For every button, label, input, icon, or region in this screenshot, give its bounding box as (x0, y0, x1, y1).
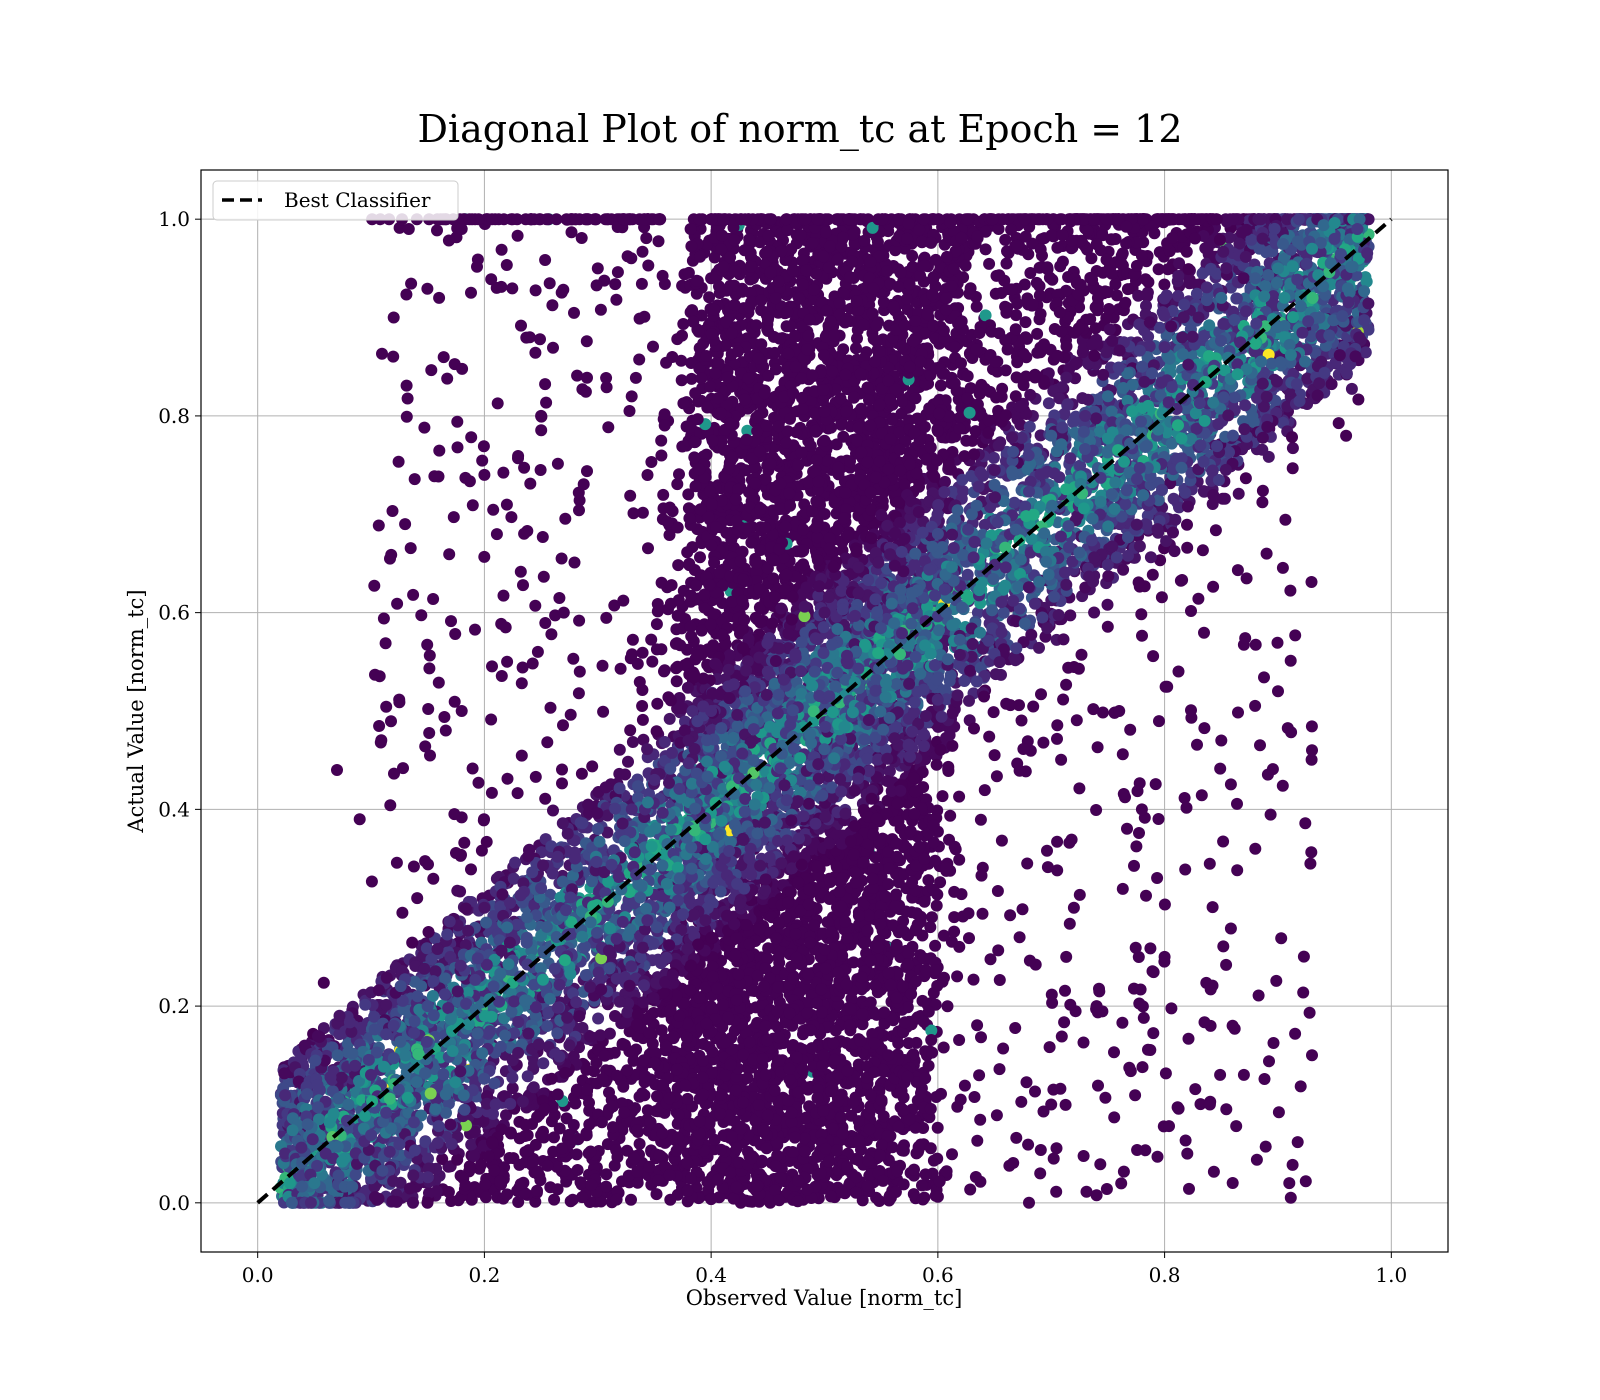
scatter-point (861, 1180, 874, 1193)
scatter-point (646, 655, 659, 668)
scatter-point (835, 418, 848, 431)
scatter-point (942, 765, 955, 777)
scatter-point (665, 579, 678, 592)
scatter-point (760, 1142, 773, 1155)
scatter-point (772, 981, 784, 994)
scatter-point (930, 899, 943, 912)
scatter-point (655, 434, 668, 447)
scatter-point (740, 919, 753, 931)
scatter-point (657, 488, 670, 501)
scatter-point (661, 516, 674, 528)
scatter-point (671, 660, 684, 673)
scatter-point (636, 506, 649, 519)
scatter-point (883, 862, 896, 875)
scatter-point (672, 1108, 685, 1121)
scatter-point (791, 1051, 803, 1064)
scatter-point (955, 357, 967, 370)
scatter-point (658, 665, 670, 678)
scatter-point (670, 675, 683, 688)
scatter-point (671, 478, 684, 491)
scatter-point (941, 1000, 954, 1013)
scatter-point (675, 374, 688, 387)
scatter-point (651, 605, 664, 618)
scatter-point (922, 1059, 935, 1072)
scatter-point (741, 1072, 754, 1084)
scatter-point (915, 1087, 927, 1100)
scatter-point (913, 480, 925, 493)
chart-title: Diagonal Plot of norm_tc at Epoch = 12 (417, 107, 1182, 152)
scatter-point (672, 559, 685, 572)
scatter-point (682, 488, 695, 501)
scatter-point (929, 939, 942, 952)
scatter-point (847, 956, 860, 969)
scatter-point (670, 1144, 683, 1157)
scatter-point (931, 1121, 944, 1134)
scatter-point (750, 319, 763, 332)
scatter-point (663, 712, 676, 725)
scatter-point (835, 1186, 848, 1199)
scatter-point (944, 809, 957, 822)
scatter-point (681, 1092, 694, 1105)
scatter-point (771, 1149, 784, 1162)
scatter-point (671, 333, 684, 346)
scatter-point (856, 1008, 869, 1021)
scatter-point (677, 318, 690, 330)
scatter-point (650, 725, 663, 738)
scatter-point (657, 502, 670, 515)
scatter-point (664, 597, 677, 610)
scatter-point (677, 397, 690, 410)
scatter-point (890, 938, 903, 951)
scatter-point (974, 813, 987, 826)
scatter-point (937, 929, 950, 942)
scatter-point (674, 639, 687, 652)
scatter-point (664, 694, 677, 707)
scatter-point (673, 608, 686, 621)
scatter-point (703, 291, 716, 304)
scatter-point (850, 342, 862, 355)
scatter-point (675, 622, 688, 635)
scatter-point (881, 265, 894, 278)
scatter-point (792, 459, 805, 472)
scatter-point (671, 521, 684, 534)
scatter-point (833, 297, 846, 310)
scatter-point (651, 697, 664, 710)
scatter-point (936, 790, 949, 803)
scatter-point (652, 1174, 665, 1187)
scatter-point (953, 853, 966, 866)
scatter-point (937, 1041, 950, 1054)
scatter-point (681, 681, 694, 694)
scatter-point (774, 1172, 787, 1184)
scatter-point (837, 343, 850, 356)
scatter-point (636, 713, 649, 726)
scatter-point (655, 576, 668, 589)
scatter-point (877, 1110, 890, 1123)
scatter-point (967, 973, 980, 986)
scatter-point (850, 1186, 862, 1199)
scatter-point (844, 1002, 857, 1015)
scatter-point (713, 566, 726, 579)
scatter-point (673, 468, 685, 481)
scatter-point (902, 1037, 915, 1050)
scatter-point (664, 1193, 677, 1206)
scatter-point (948, 840, 961, 853)
scatter-point (818, 508, 831, 520)
scatter-point (681, 546, 694, 559)
scatter-point (663, 529, 676, 541)
scatter-point (666, 351, 679, 363)
